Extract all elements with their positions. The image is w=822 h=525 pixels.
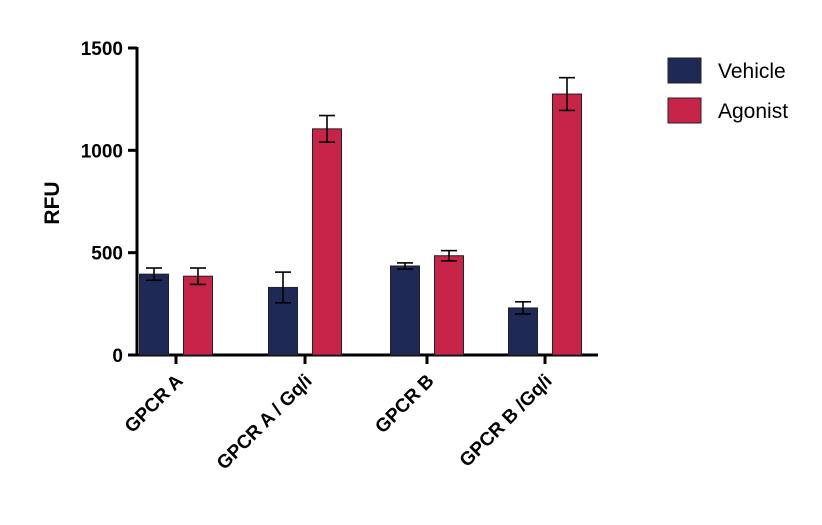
x-category-label: GPCR A / Gq/i [213,371,316,474]
legend-swatch [667,97,702,124]
y-tick-label: 1000 [81,141,123,162]
y-axis-title: RFU [41,181,64,224]
legend-label: Agonist [718,100,788,123]
bar [139,273,169,356]
legend: Vehicle Agonist [667,57,788,124]
plot-area: 0 500 1000 1500 GPCR A GPCR A / Gq/i GPCR B GPC… [81,39,598,474]
bar [268,286,298,356]
y-tick-label: 1500 [81,39,123,60]
bar [434,255,464,356]
legend-swatch [667,57,702,84]
legend-label: Vehicle [718,60,786,83]
bar [312,128,342,356]
y-tick-label: 500 [91,244,123,265]
bar [552,93,582,356]
x-category-label: GPCR B [371,371,438,438]
y-tick-label: 0 [112,346,123,367]
bar [508,307,538,356]
x-category-label: GPCR A [121,370,188,437]
bar [390,265,420,356]
x-category-label: GPCR B /Gq/i [456,371,557,472]
bar [183,275,213,356]
